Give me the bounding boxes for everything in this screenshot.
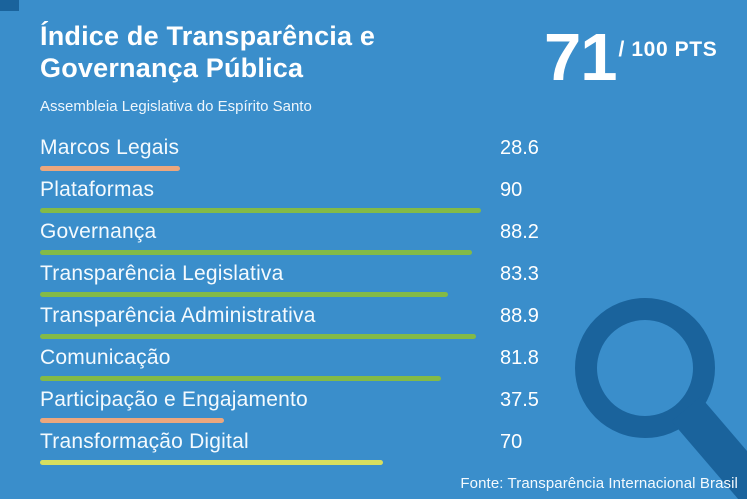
indicator-label: Governança (40, 220, 157, 243)
indicator-score-bar (40, 250, 472, 255)
indicator-score-bar (40, 418, 224, 423)
total-score-value: 71 (544, 20, 618, 95)
indicator-label: Participação e Engajamento (40, 388, 308, 411)
indicator-label: Comunicação (40, 346, 171, 369)
magnifier-icon (575, 298, 747, 499)
indicator-label: Marcos Legais (40, 136, 180, 159)
indicator-value: 28.6 (500, 137, 539, 159)
indicator-score-bar (40, 166, 180, 171)
indicator-value: 90 (500, 179, 523, 201)
indicator-label: Transparência Administrativa (40, 304, 316, 327)
total-score: 71 / 100 PTS (544, 20, 718, 95)
indicator-value: 81.8 (500, 347, 539, 369)
indicator-value: 88.2 (500, 221, 539, 243)
total-score-max: / 100 PTS (618, 38, 718, 61)
indicator-list: Marcos Legais 28.6 Plataformas 90 Govern… (40, 136, 740, 472)
indicator-row: Transparência Administrativa 88.9 (40, 304, 740, 346)
indicator-value: 70 (500, 431, 523, 453)
indicator-row: Marcos Legais 28.6 (40, 136, 740, 178)
indicator-score-bar (40, 334, 476, 339)
corner-accent (0, 0, 19, 11)
indicator-score-bar (40, 376, 441, 381)
indicator-label: Plataformas (40, 178, 155, 201)
indicator-row: Plataformas 90 (40, 178, 740, 220)
indicator-row: Participação e Engajamento 37.5 (40, 388, 740, 430)
page-title: Índice de Transparência e Governança Púb… (40, 21, 376, 84)
indicator-score-bar (40, 208, 481, 213)
source-note: Fonte: Transparência Internacional Brasi… (460, 475, 738, 492)
indicator-score-bar (40, 460, 383, 465)
indicator-score-bar (40, 292, 448, 297)
indicator-label: Transparência Legislativa (40, 262, 284, 285)
indicator-label: Transformação Digital (40, 430, 249, 453)
indicator-value: 37.5 (500, 389, 539, 411)
indicator-row: Comunicação 81.8 (40, 346, 740, 388)
header: Índice de Transparência e Governança Púb… (40, 20, 460, 115)
indicator-row: Transformação Digital 70 (40, 430, 740, 472)
indicator-value: 83.3 (500, 263, 539, 285)
indicator-row: Transparência Legislativa 83.3 (40, 262, 740, 304)
indicator-row: Governança 88.2 (40, 220, 740, 262)
indicator-value: 88.9 (500, 305, 539, 327)
page-subtitle: Assembleia Legislativa do Espírito Santo (40, 97, 312, 115)
